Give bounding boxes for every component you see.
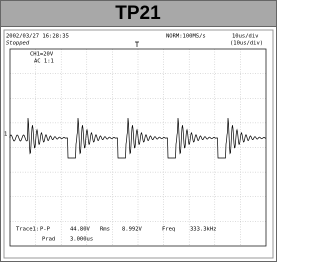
pwid-label: Prad [42, 237, 55, 243]
pp-value: 44.80V [70, 227, 91, 233]
rms-label: Rms [100, 227, 110, 233]
trace-label: Trace1: [16, 227, 39, 233]
rms-value: 8.992V [122, 227, 143, 233]
timestamp: 2002/03/27 16:28:35 [6, 34, 69, 40]
header-title: TP21 [115, 3, 161, 24]
page: TP21 2002/03/27 16:28:35 Stopped NORM:10… [0, 0, 277, 262]
pwid-value: 3.000us [70, 237, 93, 243]
pp-label: P-P [40, 227, 51, 233]
ground-marker: 1 [4, 132, 7, 138]
sample-rate: NORM:100MS/s [166, 34, 206, 40]
freq-value: 333.3kHz [190, 227, 217, 233]
freq-label: Freq [162, 227, 175, 233]
state: Stopped [6, 41, 30, 47]
channel-name: CH1=20V [30, 52, 54, 58]
channel-coupling: AC 1:1 [34, 59, 54, 65]
timebase-ref: (10us/div) [230, 41, 263, 47]
timebase: 10us/div [232, 34, 259, 40]
scope-screenshot: TP21 2002/03/27 16:28:35 Stopped NORM:10… [0, 0, 277, 262]
